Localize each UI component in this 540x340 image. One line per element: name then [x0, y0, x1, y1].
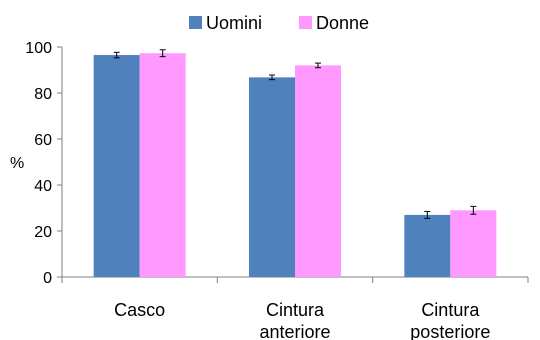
legend-label-uomini: Uomini	[206, 13, 262, 33]
category-label: Cintura	[266, 300, 325, 320]
y-axis-title: %	[10, 155, 24, 172]
bars	[93, 53, 497, 278]
bar-donne-1	[295, 65, 341, 278]
bar-donne-0	[139, 53, 186, 278]
bar-uomini-0	[93, 55, 140, 277]
category-labels: Casco Cintura anteriore Cintura posteriore	[114, 300, 490, 340]
category-label: Casco	[114, 300, 165, 320]
error-bars	[113, 49, 477, 219]
category-label: posteriore	[410, 322, 490, 340]
y-tick-label: 20	[34, 224, 52, 241]
y-tick-label: 80	[34, 86, 52, 103]
legend-swatch-donne	[299, 16, 312, 29]
bar-uomini-2	[404, 214, 451, 277]
y-tick-label: 60	[34, 132, 52, 149]
bar-uomini-1	[249, 77, 295, 277]
category-label: Cintura	[421, 300, 480, 320]
category-label: anteriore	[259, 322, 330, 340]
y-tick-label: 0	[43, 270, 52, 287]
legend: Uomini Donne	[189, 13, 369, 33]
y-axis: 0 20 40 60 80 100	[25, 40, 63, 287]
legend-swatch-uomini	[189, 16, 202, 29]
x-axis	[61, 276, 529, 283]
y-tick-label: 40	[34, 178, 52, 195]
legend-label-donne: Donne	[316, 13, 369, 33]
bar-donne-2	[450, 210, 497, 277]
y-tick-label: 100	[25, 40, 52, 57]
